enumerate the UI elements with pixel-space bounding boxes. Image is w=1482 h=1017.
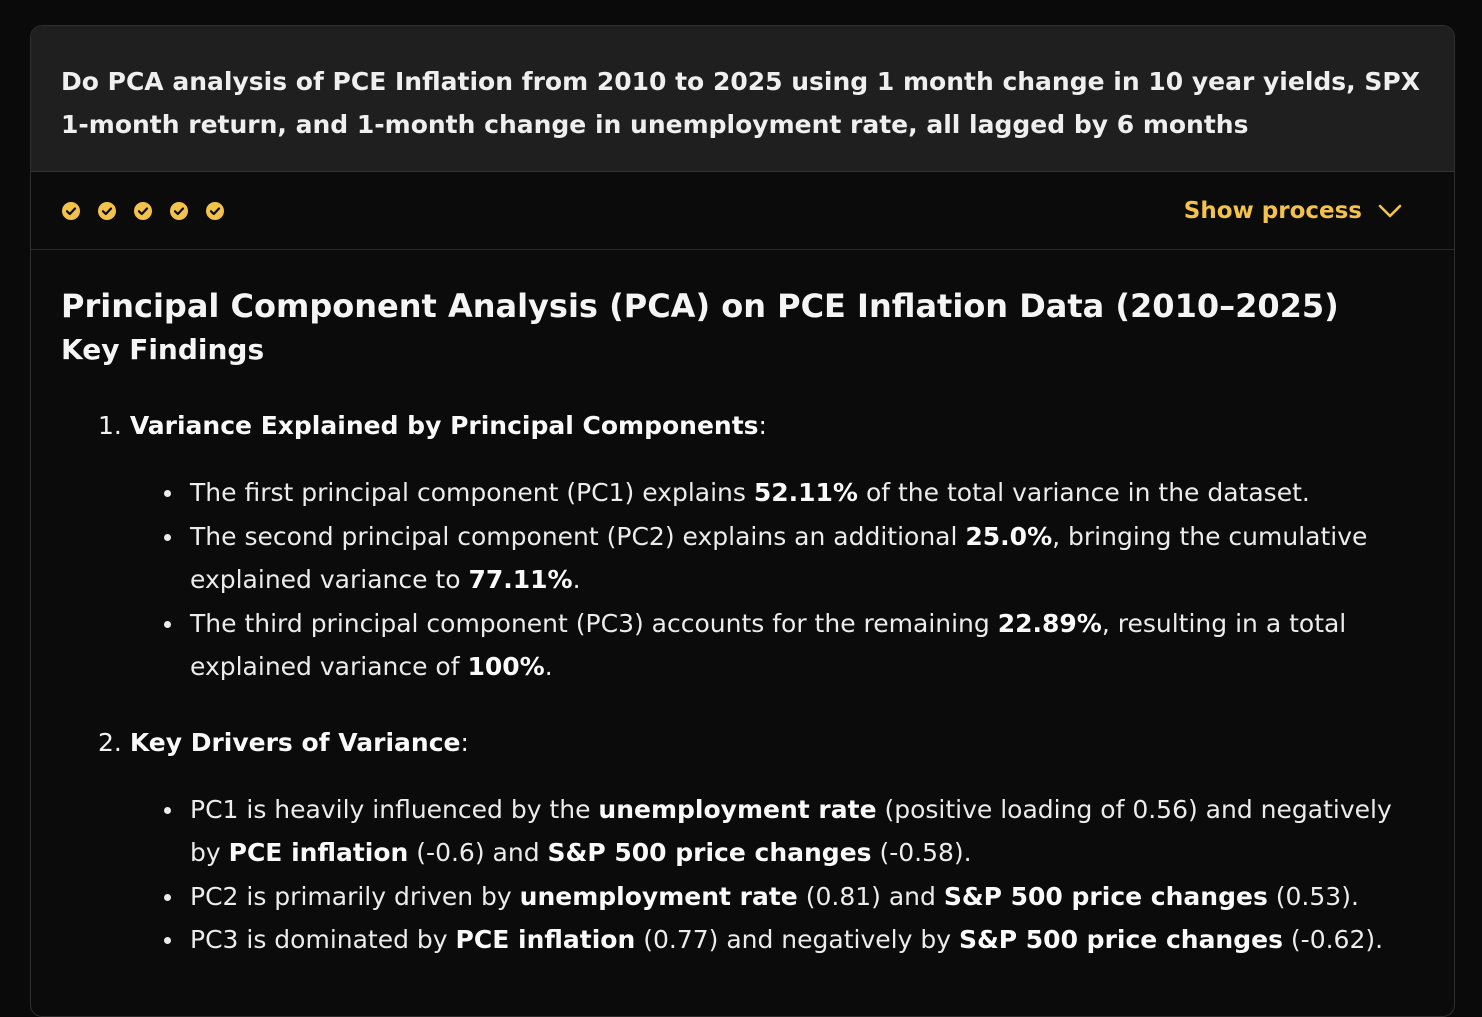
bullet-emphasis: 22.89% (997, 608, 1102, 638)
list-item: The third principal component (PC3) acco… (164, 602, 1424, 689)
bullet-text: (0.77) and negatively by (635, 925, 959, 954)
bullet-text: (-0.62). (1282, 925, 1384, 954)
section-title: Key Drivers of Variance (129, 727, 461, 757)
show-process-button[interactable]: Show process (1184, 198, 1402, 224)
bullet-emphasis: PCE inflation (455, 925, 636, 954)
bullet-emphasis: 52.11% (753, 478, 858, 507)
show-process-label: Show process (1183, 197, 1362, 224)
bullet-list: PC1 is heavily influenced by the unemplo… (61, 788, 1424, 962)
bullet-text: The third principal component (PC3) acco… (190, 608, 998, 638)
chevron-down-icon (1378, 198, 1402, 224)
list-item: PC3 is dominated by PCE inflation (0.77)… (164, 918, 1424, 962)
section-heading: 2. Key Drivers of Variance: (98, 727, 469, 757)
bullet-text: (0.53). (1267, 881, 1359, 911)
list-item: PC1 is heavily influenced by the unemplo… (164, 788, 1424, 875)
answer-title: Principal Component Analysis (PCA) on PC… (61, 287, 1339, 325)
bullet-text: PC2 is primarily driven by (190, 881, 520, 911)
bullet-text: The first principal component (PC1) expl… (190, 478, 754, 507)
bullet-emphasis: 25.0% (965, 521, 1053, 551)
user-prompt-text: Do PCA analysis of PCE Inflation from 20… (61, 67, 1420, 139)
bullet-emphasis: S&P 500 price changes (958, 925, 1283, 954)
section-number: 1. (98, 411, 122, 440)
bullet-text: The second principal component (PC2) exp… (190, 521, 966, 551)
bullet-text: , bringing the cumulative explained vari… (190, 521, 1368, 595)
answer-subtitle: Key Findings (61, 333, 265, 366)
bullet-text: PC3 is dominated by (190, 925, 456, 954)
bullet-emphasis: PCE inflation (228, 838, 409, 867)
check-circle-icon (206, 201, 224, 220)
bullet-emphasis: 77.11% (468, 565, 573, 594)
bullet-text: (-0.6) and (408, 838, 548, 867)
bullet-emphasis: unemployment rate (598, 794, 877, 824)
bullet-text: (-0.58). (871, 838, 972, 867)
bullet-text: . (572, 565, 581, 594)
process-steps (62, 201, 224, 220)
bullet-emphasis: 100% (467, 652, 545, 681)
bullet-list: The first principal component (PC1) expl… (61, 471, 1424, 689)
bullet-text: PC1 is heavily influenced by the (190, 794, 599, 824)
bullet-text: (positive loading of 0.56) and negativel… (190, 794, 1392, 868)
check-circle-icon (134, 201, 152, 220)
bullet-emphasis: unemployment rate (519, 881, 798, 911)
section-title: Variance Explained by Principal Componen… (129, 411, 759, 440)
answer-content: Principal Component Analysis (PCA) on PC… (31, 250, 1454, 962)
list-item: PC2 is primarily driven by unemployment … (164, 875, 1424, 919)
list-item: The first principal component (PC1) expl… (164, 471, 1424, 515)
bullet-emphasis: S&P 500 price changes (547, 838, 872, 867)
bullet-emphasis: S&P 500 price changes (943, 881, 1268, 911)
chat-card: Do PCA analysis of PCE Inflation from 20… (30, 25, 1455, 1017)
bullet-text: , resulting in a total explained varianc… (190, 608, 1347, 682)
list-item: The second principal component (PC2) exp… (164, 515, 1424, 602)
section-number: 2. (98, 727, 122, 757)
bullet-text: (0.81) and (797, 881, 944, 911)
section-heading: 1. Variance Explained by Principal Compo… (98, 411, 767, 440)
bullet-text: . (544, 652, 553, 681)
check-circle-icon (98, 201, 116, 220)
process-bar: Show process (31, 172, 1454, 250)
bullet-text: of the total variance in the dataset. (858, 478, 1310, 507)
check-circle-icon (170, 201, 188, 220)
check-circle-icon (62, 201, 80, 220)
user-prompt: Do PCA analysis of PCE Inflation from 20… (31, 26, 1454, 172)
